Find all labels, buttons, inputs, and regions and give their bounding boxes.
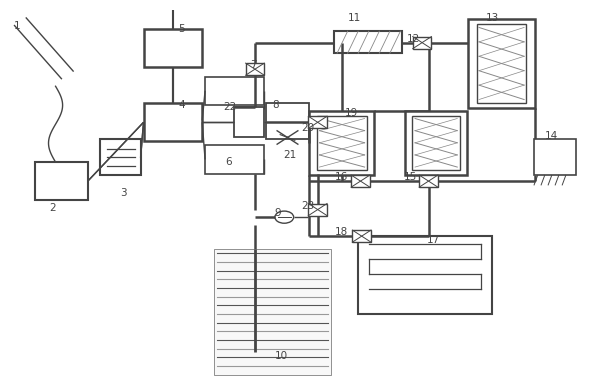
Bar: [308, 116, 327, 128]
Text: 1: 1: [14, 20, 21, 30]
Text: 2: 2: [49, 203, 56, 213]
Text: 7: 7: [250, 60, 257, 70]
Bar: [214, 249, 331, 375]
Text: 16: 16: [335, 172, 348, 182]
Bar: [352, 230, 371, 242]
Bar: [308, 204, 327, 216]
Bar: [246, 63, 265, 75]
Text: 6: 6: [225, 157, 232, 167]
Text: 11: 11: [348, 13, 361, 23]
Text: 14: 14: [545, 131, 558, 141]
Bar: [533, 139, 576, 176]
Bar: [317, 116, 367, 171]
Text: 18: 18: [335, 227, 348, 237]
Bar: [412, 116, 459, 171]
Text: 3: 3: [120, 187, 126, 198]
Text: 19: 19: [345, 108, 358, 118]
Bar: [35, 162, 88, 200]
Bar: [405, 111, 466, 176]
Bar: [413, 37, 432, 49]
Text: 23: 23: [301, 201, 314, 211]
Bar: [99, 139, 140, 176]
Bar: [477, 23, 526, 103]
Text: 8: 8: [272, 100, 279, 110]
Text: 15: 15: [404, 172, 417, 182]
Text: 20: 20: [301, 123, 314, 133]
Bar: [358, 236, 493, 314]
Bar: [143, 29, 202, 67]
Bar: [265, 103, 310, 139]
Text: 9: 9: [274, 208, 281, 218]
Bar: [334, 31, 401, 53]
Bar: [205, 145, 264, 174]
Text: 10: 10: [275, 351, 288, 361]
Text: 17: 17: [427, 235, 440, 245]
Text: 12: 12: [407, 34, 420, 44]
Text: 21: 21: [284, 149, 297, 159]
Bar: [351, 175, 370, 187]
Text: 13: 13: [486, 13, 499, 23]
Text: 4: 4: [178, 100, 185, 110]
Bar: [143, 103, 202, 141]
Bar: [205, 77, 264, 105]
Text: 5: 5: [178, 24, 185, 34]
Bar: [419, 175, 438, 187]
Text: 22: 22: [224, 102, 237, 112]
Bar: [234, 107, 264, 137]
Bar: [310, 111, 374, 176]
Bar: [468, 19, 535, 108]
